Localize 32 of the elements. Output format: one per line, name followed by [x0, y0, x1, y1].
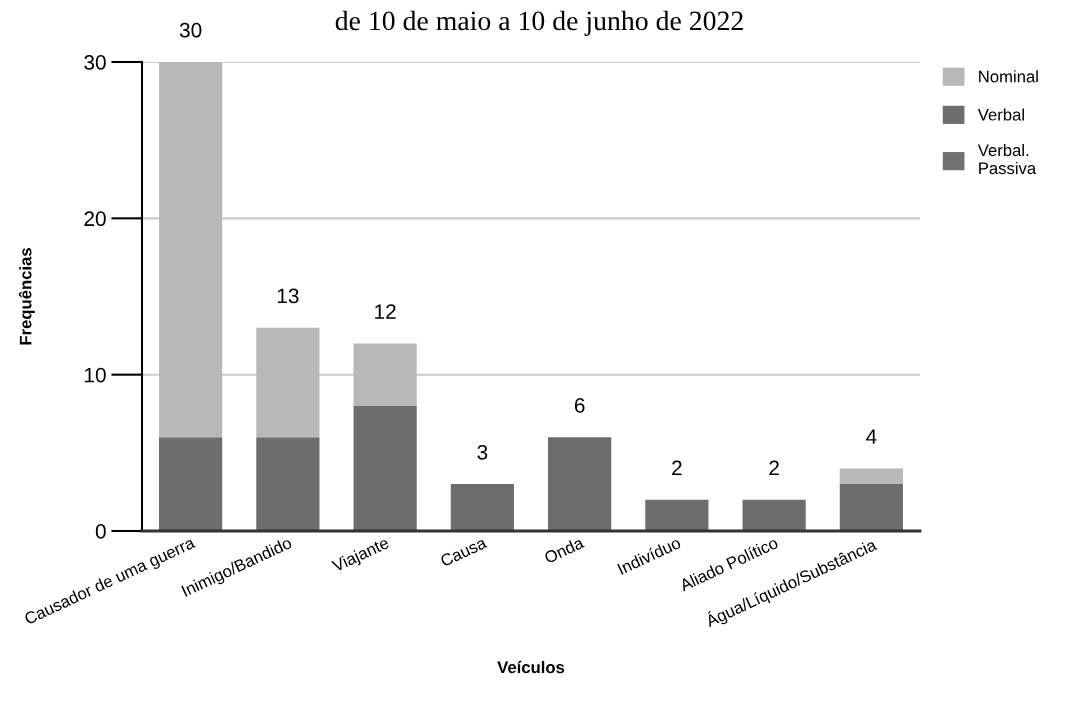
- total-label: 12: [375, 304, 396, 319]
- bar: [645, 499, 709, 531]
- total-label: 2: [672, 460, 682, 476]
- total-label: 4: [866, 429, 877, 444]
- bar: [256, 437, 320, 531]
- bar: [839, 484, 903, 531]
- y-tick-label: 20: [84, 211, 106, 227]
- bar: [159, 62, 223, 438]
- x-axis-title: Veículos: [497, 660, 565, 674]
- x-tick-label: Causa: [439, 536, 488, 567]
- y-tick-label: 30: [84, 55, 106, 70]
- bar: [742, 499, 806, 531]
- y-axis-title: Frequências: [18, 248, 35, 345]
- chart-title: de 10 de maio a 10 de junho de 2022: [335, 10, 743, 36]
- x-tick-label: Onda: [543, 535, 585, 564]
- total-label: 3: [477, 444, 488, 460]
- total-label: 2: [769, 460, 779, 476]
- bar: [450, 484, 514, 531]
- bar: [256, 327, 320, 438]
- y-tick-label: 10: [85, 367, 106, 383]
- bar: [353, 405, 417, 531]
- total-label: 30: [179, 22, 202, 38]
- legend-label: Verbal: [977, 108, 1024, 121]
- total-label: 13: [277, 288, 299, 304]
- legend-label: Verbal. Passiva: [977, 143, 1037, 175]
- bar: [353, 343, 417, 406]
- bar: [839, 468, 903, 485]
- y-tick-label: 0: [95, 524, 106, 539]
- legend-label: Nominal: [979, 70, 1038, 83]
- bar: [159, 437, 223, 531]
- total-label: 6: [574, 398, 585, 413]
- bar: [548, 437, 612, 531]
